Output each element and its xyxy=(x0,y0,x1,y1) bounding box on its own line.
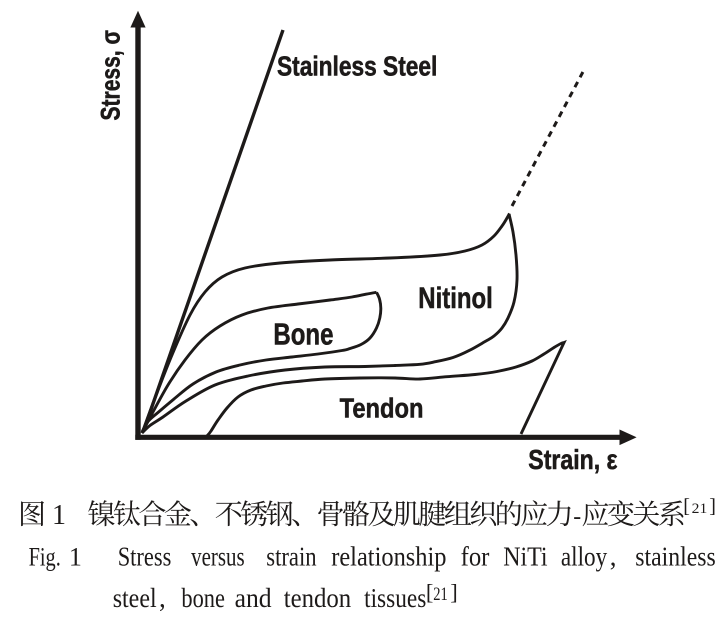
svg-text:tissues: tissues xyxy=(364,585,426,614)
svg-text:]: ] xyxy=(709,495,716,517)
svg-text:Stress, σ: Stress, σ xyxy=(96,30,126,120)
svg-text:1: 1 xyxy=(69,542,82,571)
svg-text:stainless: stainless xyxy=(635,542,715,572)
svg-text:[: [ xyxy=(683,495,690,517)
svg-text:21: 21 xyxy=(433,585,448,605)
svg-text:-: - xyxy=(573,504,581,530)
svg-text:Bone: Bone xyxy=(273,317,333,352)
svg-text:[: [ xyxy=(426,580,434,605)
svg-text:strain: strain xyxy=(266,543,317,572)
svg-text:steel: steel xyxy=(113,583,157,614)
svg-text:Stress: Stress xyxy=(118,542,172,571)
svg-text:]: ] xyxy=(450,580,458,605)
svg-text:versus: versus xyxy=(191,542,245,572)
svg-text:21: 21 xyxy=(692,501,708,517)
svg-text:,: , xyxy=(159,583,166,613)
svg-text:Stainless Steel: Stainless Steel xyxy=(277,52,437,83)
svg-text:for: for xyxy=(461,541,490,571)
svg-text:1: 1 xyxy=(52,500,66,531)
svg-text:alloy: alloy xyxy=(561,543,608,572)
svg-text:bone: bone xyxy=(181,584,224,613)
svg-text:tendon: tendon xyxy=(284,583,352,613)
svg-text:Nitinol: Nitinol xyxy=(418,282,492,315)
svg-text:Strain, ε: Strain, ε xyxy=(528,445,617,476)
svg-text:,: , xyxy=(610,541,617,571)
svg-text:relationship: relationship xyxy=(331,541,446,571)
svg-text:Fig.: Fig. xyxy=(29,543,61,572)
svg-text:and: and xyxy=(235,583,272,613)
svg-text:NiTi: NiTi xyxy=(503,541,547,572)
svg-text:Tendon: Tendon xyxy=(340,394,424,424)
